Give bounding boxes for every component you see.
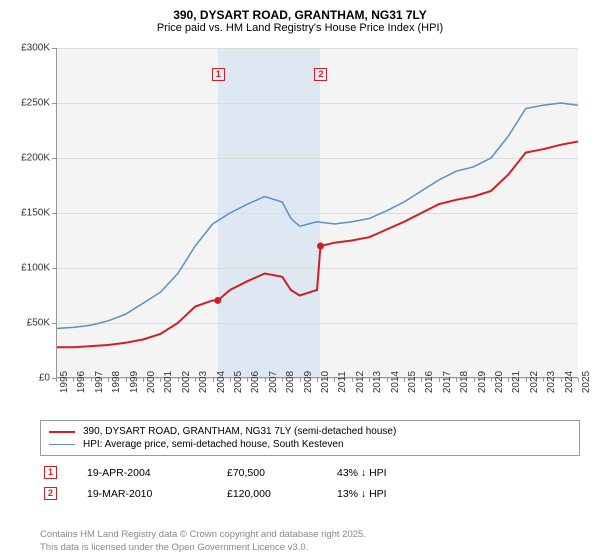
x-axis-label: 1997: [94, 371, 105, 393]
y-axis-label: £50K: [27, 318, 50, 329]
sale-price: £70,500: [227, 467, 307, 479]
sale-price: £120,000: [227, 488, 307, 500]
legend-area: 390, DYSART ROAD, GRANTHAM, NG31 7LY (se…: [40, 420, 580, 504]
x-axis-label: 2024: [564, 371, 575, 393]
x-axis-label: 2008: [285, 371, 296, 393]
legend-swatch: [49, 444, 75, 446]
y-axis-label: £200K: [21, 153, 50, 164]
x-axis-label: 2013: [372, 371, 383, 393]
sale-marker-inline: 1: [44, 466, 57, 479]
legend-box: 390, DYSART ROAD, GRANTHAM, NG31 7LY (se…: [40, 420, 580, 456]
x-axis-label: 2005: [233, 371, 244, 393]
x-axis-label: 2000: [146, 371, 157, 393]
attribution-line: Contains HM Land Registry data © Crown c…: [40, 529, 366, 541]
x-axis-label: 2019: [477, 371, 488, 393]
x-axis-label: 1998: [111, 371, 122, 393]
y-axis-label: £250K: [21, 98, 50, 109]
x-axis-label: 1999: [129, 371, 140, 393]
price-chart: 12 £0£50K£100K£150K£200K£250K£300K 19951…: [56, 48, 578, 378]
legend-swatch: [49, 431, 75, 433]
attribution-line: This data is licensed under the Open Gov…: [40, 542, 366, 554]
sale-date: 19-APR-2004: [87, 467, 197, 479]
x-axis-label: 2012: [355, 371, 366, 393]
sale-row: 1 19-APR-2004 £70,500 43% ↓ HPI: [40, 462, 580, 483]
x-axis-label: 2010: [320, 371, 331, 393]
x-axis-label: 2009: [303, 371, 314, 393]
x-axis-label: 2021: [511, 371, 522, 393]
x-axis-label: 2006: [250, 371, 261, 393]
x-axis-label: 2016: [424, 371, 435, 393]
x-axis-label: 2001: [163, 371, 174, 393]
x-axis-label: 2020: [494, 371, 505, 393]
sale-hpi-diff: 43% ↓ HPI: [337, 467, 447, 479]
x-axis-label: 2014: [390, 371, 401, 393]
chart-subtitle: Price paid vs. HM Land Registry's House …: [0, 22, 600, 38]
sale-date: 19-MAR-2010: [87, 488, 197, 500]
x-axis-label: 1996: [76, 371, 87, 393]
x-axis-label: 1995: [59, 371, 70, 393]
legend-item-hpi: HPI: Average price, semi-detached house,…: [49, 438, 571, 451]
x-axis-label: 2017: [442, 371, 453, 393]
y-axis-label: £0: [39, 373, 50, 384]
x-axis-label: 2002: [181, 371, 192, 393]
x-axis-label: 2011: [337, 371, 348, 393]
x-axis-label: 2025: [581, 371, 592, 393]
x-axis-label: 2003: [198, 371, 209, 393]
legend-label: HPI: Average price, semi-detached house,…: [83, 439, 344, 450]
x-axis-label: 2022: [529, 371, 540, 393]
sale-row: 2 19-MAR-2010 £120,000 13% ↓ HPI: [40, 483, 580, 504]
x-axis-label: 2018: [459, 371, 470, 393]
x-axis-label: 2015: [407, 371, 418, 393]
chart-title: 390, DYSART ROAD, GRANTHAM, NG31 7LY: [0, 0, 600, 22]
attribution: Contains HM Land Registry data © Crown c…: [40, 529, 366, 554]
y-axis-label: £100K: [21, 263, 50, 274]
x-axis-label: 2023: [546, 371, 557, 393]
y-axis-label: £150K: [21, 208, 50, 219]
sale-hpi-diff: 13% ↓ HPI: [337, 488, 447, 500]
plot-border: [56, 48, 578, 378]
y-axis-label: £300K: [21, 43, 50, 54]
legend-label: 390, DYSART ROAD, GRANTHAM, NG31 7LY (se…: [83, 426, 396, 437]
sales-list: 1 19-APR-2004 £70,500 43% ↓ HPI2 19-MAR-…: [40, 462, 580, 504]
legend-item-price-paid: 390, DYSART ROAD, GRANTHAM, NG31 7LY (se…: [49, 425, 571, 438]
x-axis-label: 2004: [216, 371, 227, 393]
x-axis-label: 2007: [268, 371, 279, 393]
sale-marker-inline: 2: [44, 487, 57, 500]
